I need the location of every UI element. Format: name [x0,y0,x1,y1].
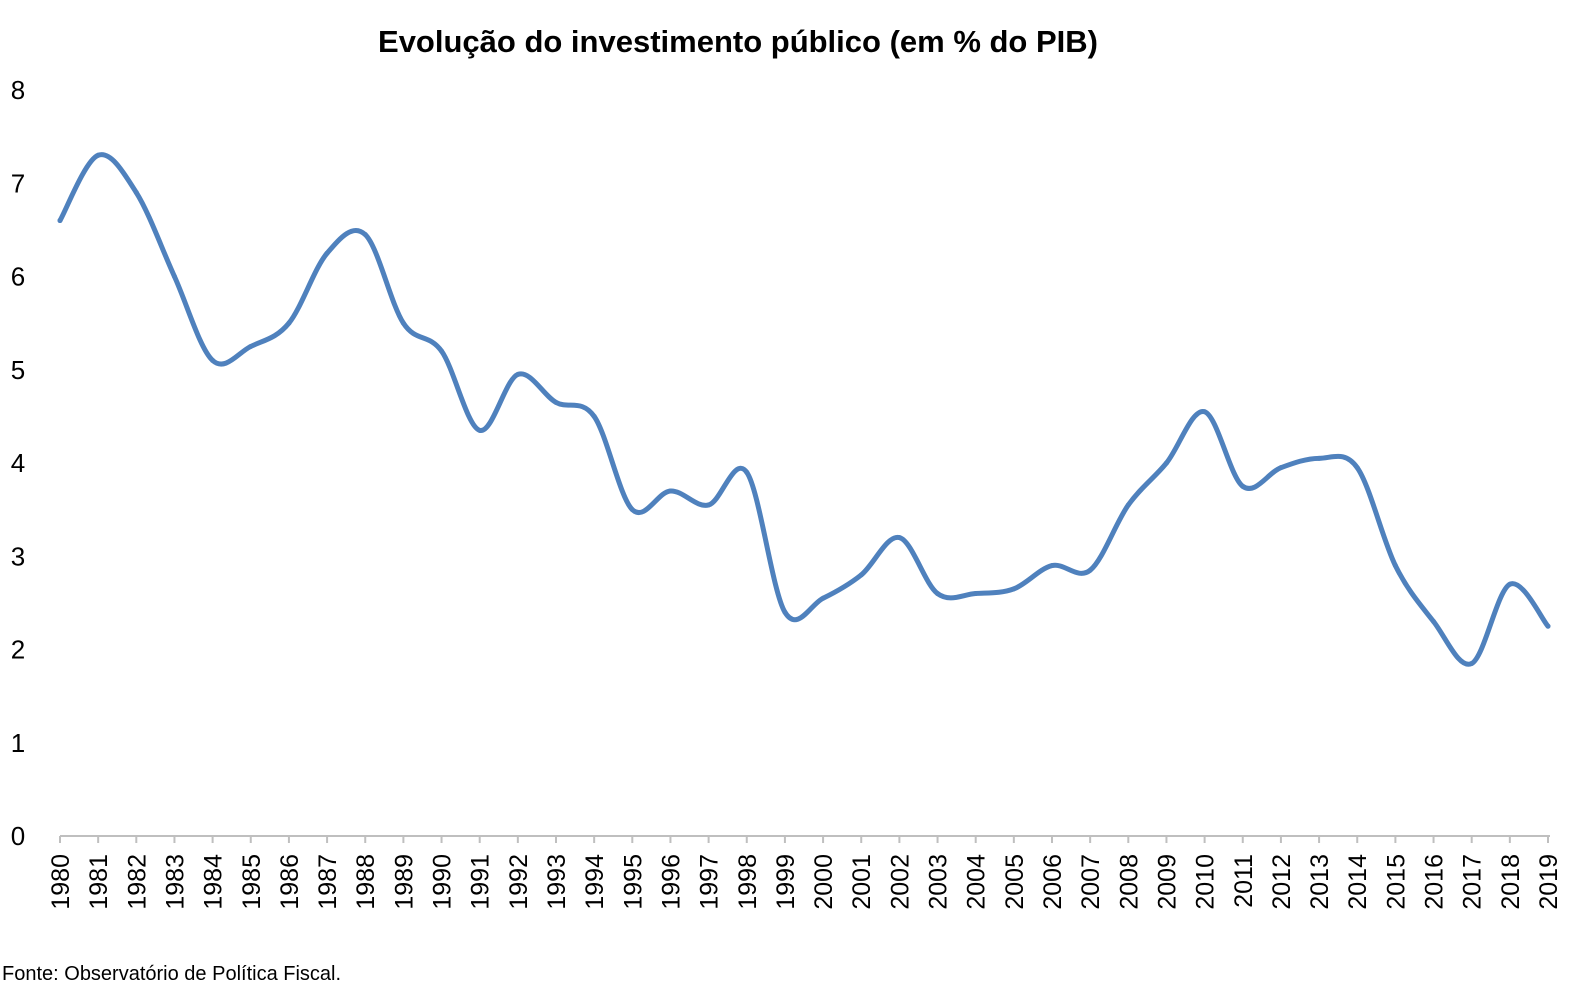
x-tick-label: 2018 [1497,854,1525,910]
x-tick-label: 2005 [1001,854,1029,910]
x-tick-label: 1990 [429,854,457,910]
data-point [248,343,254,349]
data-point [973,591,979,597]
x-tick-label: 1999 [772,854,800,910]
y-tick-label: 5 [11,355,25,385]
data-point [362,232,368,238]
x-tick-label: 2015 [1382,854,1410,910]
data-point [1202,409,1208,415]
data-point [706,502,712,508]
x-tick-label: 2000 [810,854,838,910]
x-tick-label: 1994 [581,854,609,910]
x-tick-label: 1981 [85,854,113,910]
data-point [210,357,216,363]
x-tick-label: 1997 [696,854,724,910]
source-note: Fonte: Observatório de Política Fiscal. [2,963,341,985]
y-tick-label: 2 [11,635,25,665]
data-point [57,218,63,224]
x-tick-label: 2012 [1268,854,1296,910]
x-tick-label: 1983 [161,854,189,910]
data-point [1392,563,1398,569]
data-point [286,320,292,326]
y-tick-label: 6 [11,262,25,292]
x-axis: 1980 1981 1982 1983 1984 1985 1986 1987 1988 1989… [47,836,1563,910]
data-point [95,152,101,158]
y-tick-label: 4 [11,448,25,478]
data-point [1125,502,1131,508]
data-point [553,399,559,405]
y-axis: 0 1 2 3 4 5 6 7 8 [11,75,25,851]
data-point [1087,567,1093,573]
x-tick-label: 2010 [1192,854,1220,910]
x-tick-label: 2004 [963,854,991,910]
x-tick-label: 1991 [467,854,495,910]
x-tick-label: 2007 [1077,854,1105,910]
chart-title: Evolução do investimento público (em % d… [378,24,1098,59]
data-point [1507,581,1513,587]
x-tick-label: 1987 [314,854,342,910]
x-tick-label: 2013 [1306,854,1334,910]
data-point [439,348,445,354]
data-point [400,320,406,326]
data-point [820,595,826,601]
x-tick-label: 2019 [1535,854,1563,910]
data-point [935,591,941,597]
y-tick-label: 3 [11,541,25,571]
x-tick-label: 1982 [123,854,151,910]
x-tick-label: 2014 [1344,854,1372,910]
y-tick-label: 7 [11,168,25,198]
x-tick-label: 2003 [925,854,953,910]
data-point [1545,623,1551,629]
x-tick-label: 1988 [352,854,380,910]
series-points [57,152,1551,666]
data-point [324,250,330,256]
x-tick-label: 2008 [1115,854,1143,910]
x-tick-label: 1998 [734,854,762,910]
data-point [667,488,673,494]
x-tick-label: 2001 [848,854,876,910]
x-tick-label: 1989 [390,854,418,910]
data-point [1278,465,1284,471]
data-point [744,469,750,475]
x-tick-label: 2017 [1459,854,1487,910]
data-point [1354,465,1360,471]
data-point [171,274,177,279]
data-point [782,609,788,615]
x-tick-label: 1984 [200,854,228,910]
data-point [1163,460,1169,466]
x-tick-label: 1986 [276,854,304,910]
x-tick-label: 2011 [1230,854,1258,908]
x-tick-label: 1985 [238,854,266,910]
x-tick-label: 2002 [886,854,914,910]
x-tick-label: 1996 [657,854,685,910]
x-tick-label: 2016 [1421,854,1449,910]
data-point [1316,455,1322,461]
data-point [1431,619,1437,625]
x-tick-label: 1980 [47,854,75,910]
data-point [133,190,139,196]
y-tick-label: 8 [11,75,25,105]
data-point [591,413,597,419]
y-tick-label: 0 [11,821,25,851]
data-point [477,427,483,433]
x-tick-label: 1992 [505,854,533,910]
x-tick-label: 2006 [1039,854,1067,910]
data-point [629,507,635,513]
data-point [515,371,521,377]
data-point [1469,660,1475,666]
x-tick-label: 1995 [619,854,647,910]
data-point [1240,483,1246,489]
data-point [858,572,864,578]
data-point [896,535,902,541]
x-tick-label: 1993 [543,854,571,910]
x-tick-label: 2009 [1153,854,1181,910]
y-tick-label: 1 [11,728,25,758]
data-point [1049,563,1055,569]
data-point [1011,586,1017,592]
series-line [57,152,1551,667]
